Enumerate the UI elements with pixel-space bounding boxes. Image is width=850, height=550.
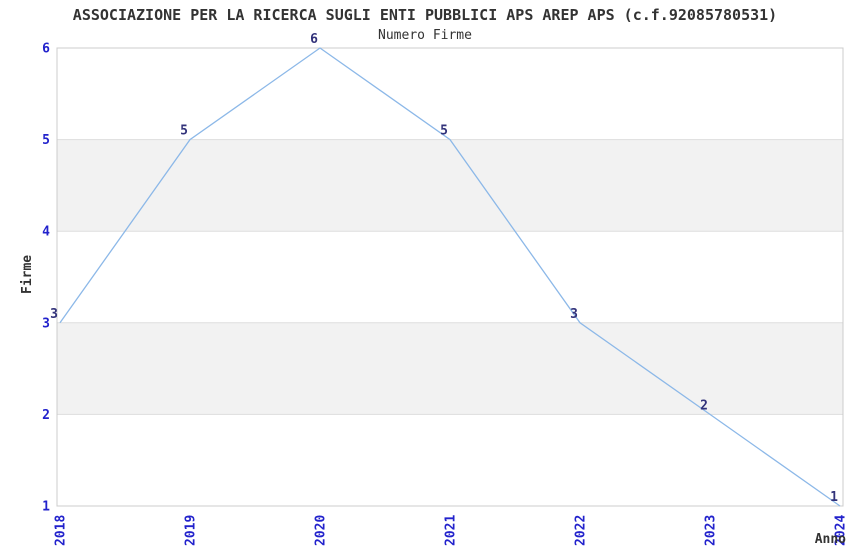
plot-border-layer [56,47,844,507]
y-tick-label: 1 [42,500,50,515]
point-label: 2 [700,398,708,413]
y-tick-label: 4 [42,225,50,240]
plot-band [57,322,843,415]
y-tick-label: 3 [42,316,50,331]
data-line [59,47,841,507]
x-tick-label: 2022 [574,515,589,546]
x-tick-label: 2018 [54,515,69,546]
point-label: 5 [180,124,188,139]
tick-layer: 1 2 3 4 5 6 2018 2019 2020 2021 2022 2023 2024 [42,42,848,547]
point-label: 1 [830,490,838,505]
point-label: 6 [310,32,318,47]
x-tick-label: 2019 [184,515,199,546]
x-tick-label: 2020 [314,515,329,546]
point-label: 3 [50,307,58,322]
band-layer [57,139,843,415]
chart-title: ASSOCIAZIONE PER LA RICERCA SUGLI ENTI P… [73,6,777,24]
y-tick-label: 2 [42,408,50,423]
plot-border [56,47,844,507]
y-tick-label: 6 [42,42,50,57]
point-label: 5 [440,124,448,139]
x-axis-label: Anno [815,532,846,547]
x-tick-label: 2021 [444,515,459,546]
series-layer: 3 5 6 5 3 2 1 [50,32,841,507]
y-axis-label: Firme [20,255,35,294]
x-tick-label: 2023 [704,515,719,546]
point-label: 3 [570,307,578,322]
plot-band [57,139,843,232]
x-tick-label: 2024 [834,515,849,546]
chart-subtitle: Numero Firme [378,28,472,43]
y-tick-label: 5 [42,133,50,148]
